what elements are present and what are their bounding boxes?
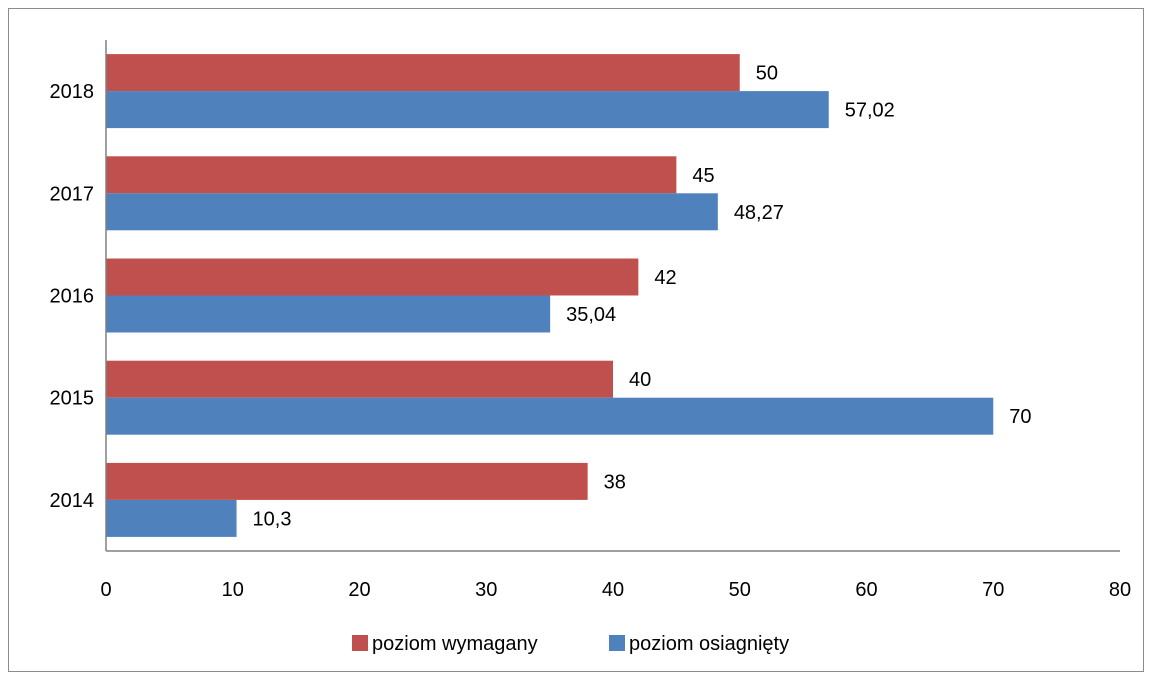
value-label-achieved-2015: 70	[1009, 406, 1031, 428]
value-label-required-2018: 50	[756, 63, 778, 85]
category-label-2015: 2015	[50, 388, 95, 410]
bar-required-2018	[106, 54, 740, 92]
x-tick-label: 20	[348, 579, 370, 601]
bar-achieved-2018	[106, 91, 829, 129]
bar-achieved-2017	[106, 193, 718, 231]
legend-swatch-required	[352, 635, 368, 651]
legend-label-required: poziom wymagany	[372, 633, 538, 655]
bar-required-2017	[106, 156, 677, 194]
x-tick-label: 50	[729, 579, 751, 601]
bar-achieved-2014	[106, 499, 237, 537]
x-tick-label: 80	[1109, 579, 1131, 601]
category-label-2018: 2018	[50, 81, 95, 103]
x-tick-label: 10	[222, 579, 244, 601]
legend-label-achieved: poziom osiagnięty	[629, 633, 789, 655]
value-label-achieved-2016: 35,04	[566, 304, 616, 326]
category-label-2017: 2017	[50, 183, 95, 205]
value-label-required-2017: 45	[692, 165, 714, 187]
value-label-required-2016: 42	[654, 267, 676, 289]
bar-required-2014	[106, 462, 588, 500]
value-label-achieved-2017: 48,27	[734, 202, 784, 224]
value-label-required-2014: 38	[604, 471, 626, 493]
legend-swatch-achieved	[609, 635, 625, 651]
x-tick-label: 60	[855, 579, 877, 601]
bar-achieved-2015	[106, 397, 994, 435]
value-label-achieved-2014: 10,3	[253, 508, 292, 530]
bar-required-2016	[106, 258, 639, 296]
x-tick-label: 0	[100, 579, 111, 601]
legend: poziom wymagany poziom osiagnięty	[352, 633, 789, 655]
bar-required-2015	[106, 360, 613, 398]
category-label-2014: 2014	[50, 490, 95, 512]
x-tick-label: 70	[982, 579, 1004, 601]
x-tick-label: 40	[602, 579, 624, 601]
category-label-2016: 2016	[50, 286, 95, 308]
value-label-achieved-2018: 57,02	[845, 100, 895, 122]
bar-achieved-2016	[106, 295, 551, 333]
x-tick-label: 30	[475, 579, 497, 601]
value-label-required-2015: 40	[629, 369, 651, 391]
